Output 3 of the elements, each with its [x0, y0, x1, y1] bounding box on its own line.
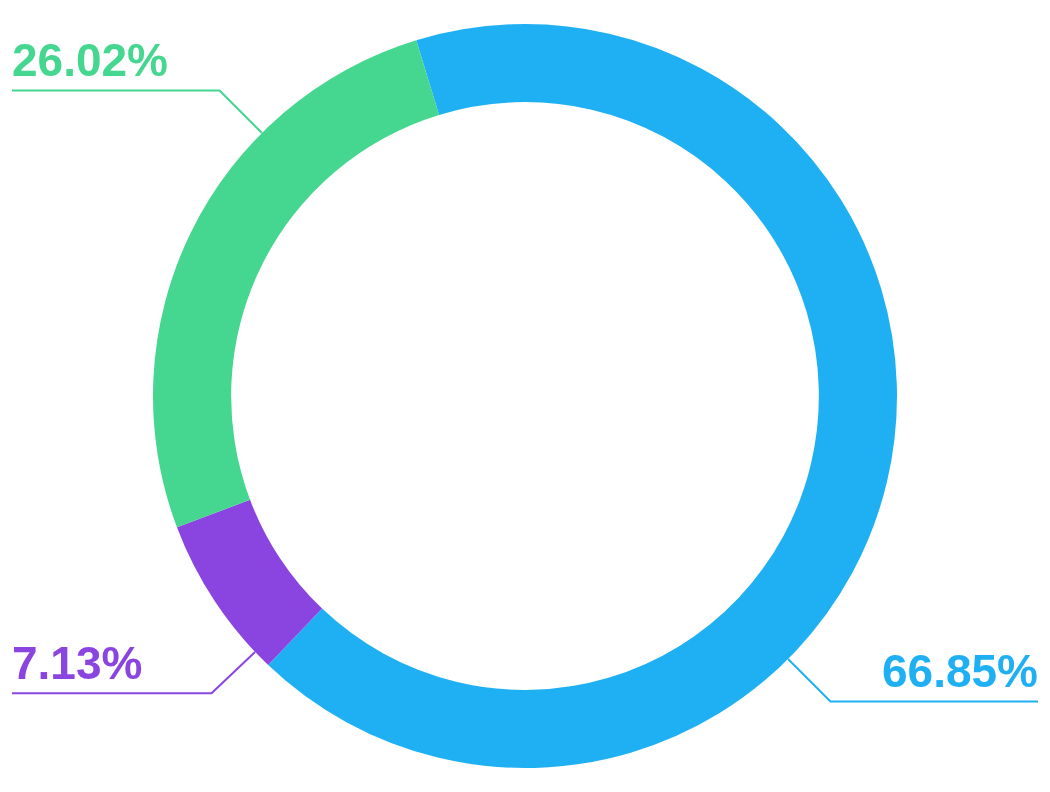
data-label: 26.02%	[12, 34, 169, 87]
data-label: 7.13%	[12, 636, 143, 689]
data-label: 66.85%	[881, 645, 1038, 698]
